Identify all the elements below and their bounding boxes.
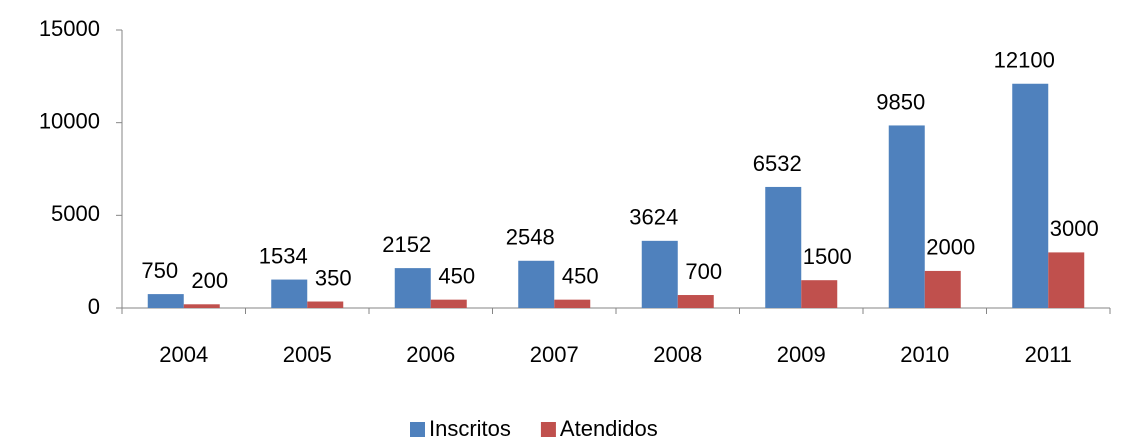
value-label: 750 [141, 258, 178, 283]
y-tick-label: 10000 [39, 108, 100, 133]
x-tick-label: 2009 [777, 342, 826, 367]
bar [271, 279, 308, 308]
bar [677, 295, 714, 308]
x-tick-label: 2008 [653, 342, 702, 367]
value-label: 200 [191, 268, 228, 293]
y-tick-label: 0 [88, 294, 100, 319]
x-tick-label: 2004 [159, 342, 208, 367]
value-label: 700 [685, 259, 722, 284]
bar [554, 299, 591, 308]
bar [801, 280, 838, 308]
bar [1012, 83, 1049, 308]
value-label: 2152 [382, 232, 431, 257]
value-label: 1534 [259, 243, 308, 268]
x-tick-label: 2010 [900, 342, 949, 367]
x-tick-label: 2007 [530, 342, 579, 367]
bar [888, 125, 925, 309]
value-label: 1500 [803, 244, 852, 269]
legend-label: Inscritos [429, 416, 511, 441]
bar [147, 294, 184, 308]
value-label: 450 [438, 263, 475, 288]
x-tick-label: 2006 [406, 342, 455, 367]
value-label: 9850 [876, 89, 925, 114]
y-tick-label: 5000 [51, 201, 100, 226]
x-tick-label: 2005 [283, 342, 332, 367]
y-tick-label: 15000 [39, 16, 100, 41]
value-label: 2548 [506, 225, 555, 250]
bar [924, 270, 961, 308]
value-label: 3624 [629, 205, 678, 230]
bar [183, 304, 220, 308]
bar [430, 299, 467, 308]
legend-label: Atendidos [560, 416, 658, 441]
bar [307, 301, 344, 308]
value-label: 350 [315, 265, 352, 290]
bar [1048, 252, 1085, 308]
value-label: 6532 [753, 151, 802, 176]
bar [641, 240, 678, 308]
value-label: 450 [562, 263, 599, 288]
bar [518, 260, 555, 308]
legend-swatch [410, 422, 425, 437]
bar [394, 268, 431, 308]
bar [765, 186, 802, 308]
x-tick-label: 2011 [1025, 342, 1072, 367]
value-label: 12100 [994, 48, 1055, 73]
value-label: 3000 [1050, 216, 1099, 241]
legend-swatch [540, 422, 556, 437]
value-label: 2000 [926, 235, 975, 260]
